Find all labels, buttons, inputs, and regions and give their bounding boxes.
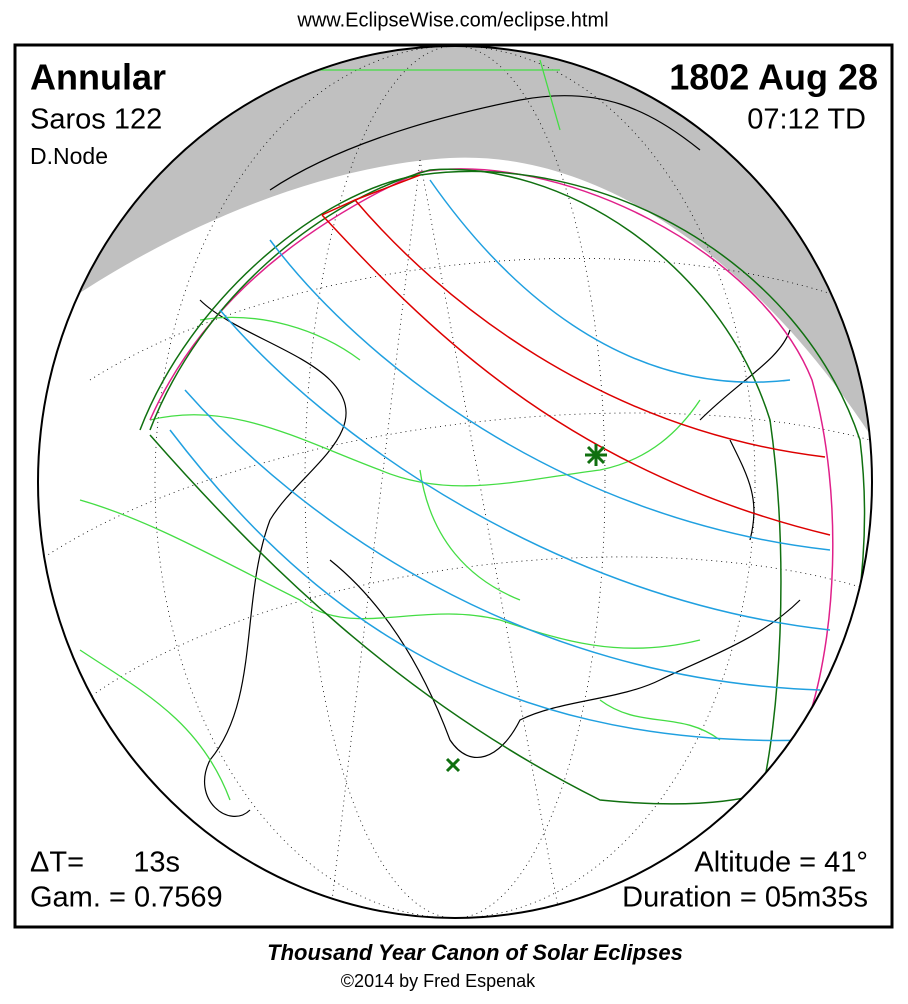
central-limit xyxy=(321,214,831,536)
altitude: Altitude = 41° xyxy=(694,847,868,879)
obscuration-line xyxy=(184,389,821,691)
duration: Duration = 05m35s xyxy=(622,882,868,914)
outer-curve xyxy=(149,168,782,801)
time: 07:12 TD xyxy=(747,104,866,136)
footer-title: Thousand Year Canon of Solar Eclipses xyxy=(267,940,683,965)
date: 1802 Aug 28 xyxy=(669,57,878,98)
sub-solar-point xyxy=(445,757,461,773)
gamma: Gam. = 0.7569 xyxy=(30,882,223,914)
obscuration-line xyxy=(169,429,811,742)
outer-curve xyxy=(149,434,801,805)
central-limit xyxy=(354,199,826,458)
url: www.EclipseWise.com/eclipse.html xyxy=(296,9,608,31)
obscuration-line xyxy=(219,309,831,631)
delta-t: 13s xyxy=(133,847,180,879)
borders xyxy=(79,59,721,801)
delta-t-label: ΔT= xyxy=(30,847,84,879)
eclipse-type: Annular xyxy=(30,57,166,98)
graticule xyxy=(39,46,871,918)
eclipse-paths xyxy=(139,168,866,805)
central-limit xyxy=(321,174,421,216)
node: D.Node xyxy=(30,143,108,169)
saros: Saros 122 xyxy=(30,104,162,136)
limit-curve xyxy=(149,168,834,721)
obscuration-line xyxy=(269,239,831,551)
coastlines xyxy=(199,95,801,817)
obscuration-line xyxy=(429,179,791,383)
greatest-eclipse xyxy=(585,444,607,466)
copyright: ©2014 by Fred Espenak xyxy=(341,971,536,991)
globe-outline xyxy=(37,45,873,919)
